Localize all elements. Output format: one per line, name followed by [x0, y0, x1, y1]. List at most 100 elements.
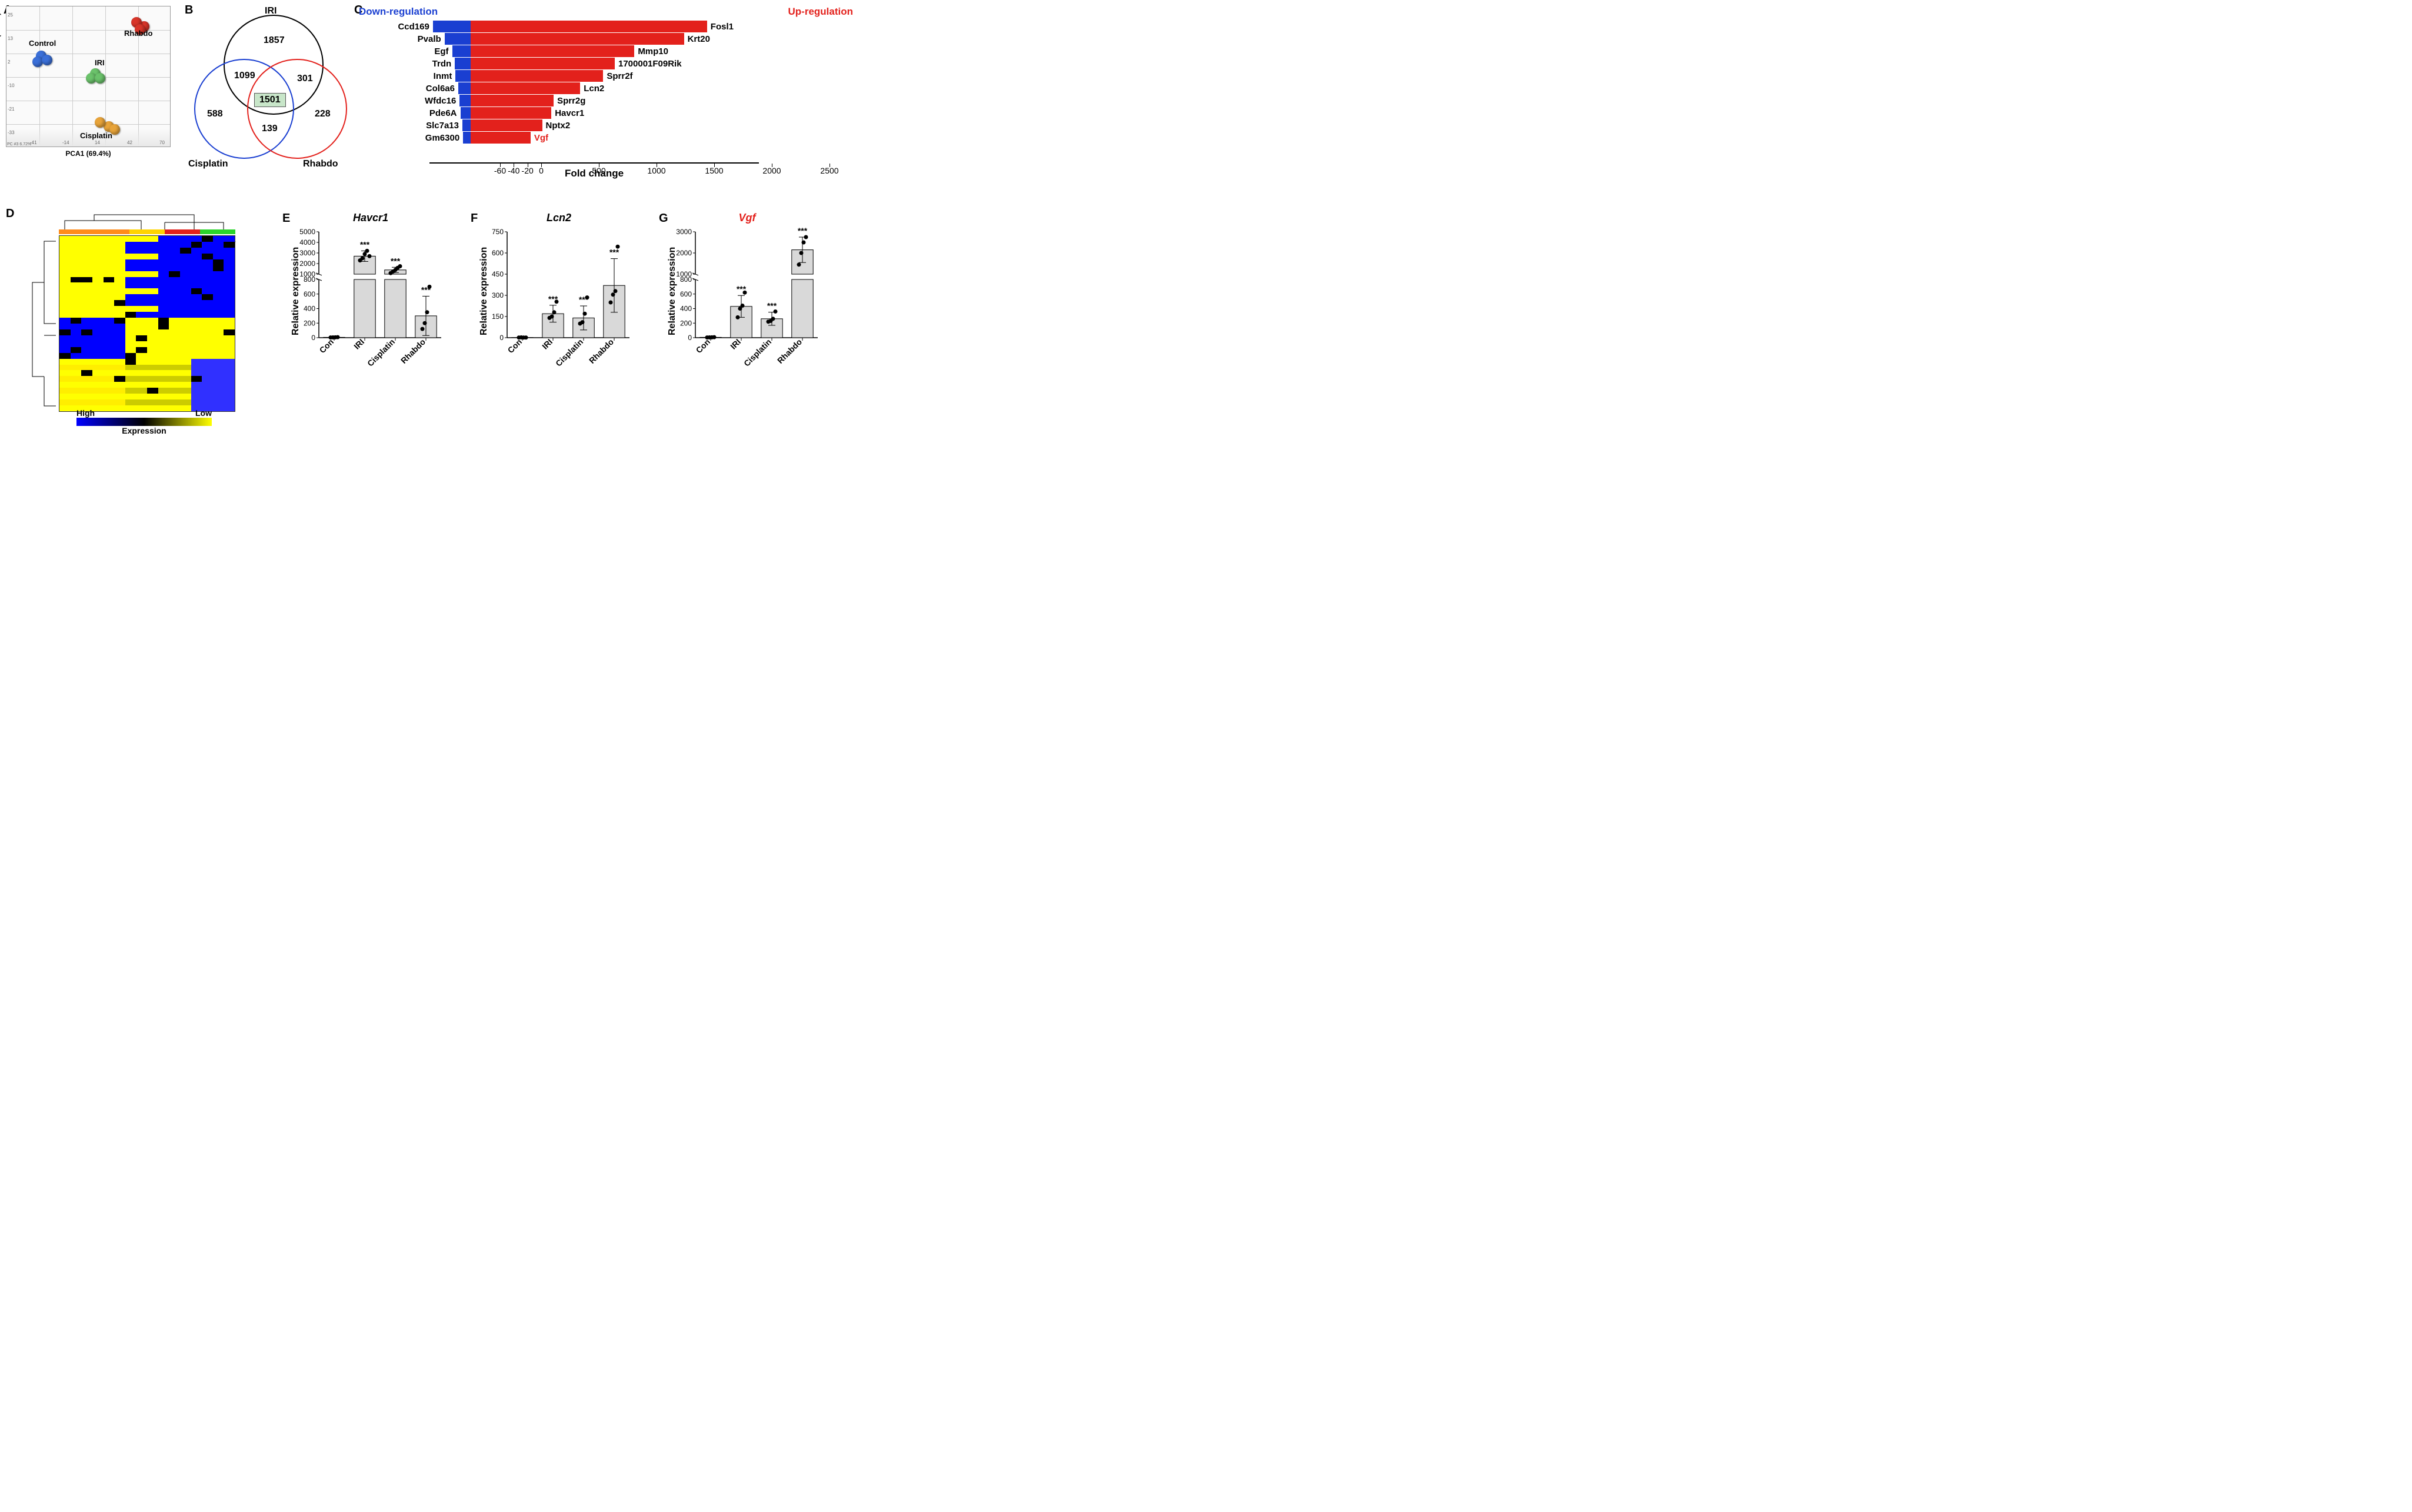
pca-point-cisplatin — [95, 117, 105, 128]
panel-D: D ControlIRICisRhabdoHighLowExpression — [6, 212, 265, 435]
gene-down-label: Pde6A — [429, 108, 457, 118]
bar-chart-title: Havcr1 — [353, 212, 388, 224]
svg-text:3000: 3000 — [299, 249, 315, 257]
svg-text:600: 600 — [492, 249, 504, 257]
svg-text:5000: 5000 — [299, 228, 315, 236]
funnel-bar-pos — [471, 70, 603, 82]
gene-down-label: Gm6300 — [425, 133, 459, 143]
svg-text:200: 200 — [304, 319, 315, 327]
gene-up-label: Vgf — [534, 133, 548, 143]
legend-expression: Expression — [76, 426, 212, 435]
funnel-bar-pos — [471, 82, 580, 94]
svg-text:0: 0 — [688, 334, 692, 342]
funnel-bar-neg — [458, 82, 471, 94]
svg-text:150: 150 — [492, 312, 504, 321]
venn-center-value: 1501 — [254, 93, 286, 107]
bar-chart-title: Vgf — [739, 212, 756, 224]
heatmap-grid — [59, 235, 235, 412]
funnel-tick: 2000 — [762, 166, 781, 175]
gene-up-label: 1700001F09Rik — [618, 59, 682, 69]
bar-chart-title: Lcn2 — [547, 212, 571, 224]
venn-set-label: Rhabdo — [303, 159, 338, 169]
gene-down-label: Inmt — [434, 71, 452, 81]
gene-up-label: Krt20 — [688, 34, 710, 44]
funnel-bar-neg — [463, 132, 471, 144]
venn-set-label: IRI — [265, 6, 276, 16]
funnel-row: Col6a6Lcn2 — [458, 82, 580, 94]
svg-text:Con: Con — [506, 337, 524, 355]
pca-group-label: IRI — [95, 58, 105, 67]
panel-B: B IRICisplatinRhabdo18575882281099301139… — [188, 6, 341, 159]
funnel-bar-pos — [471, 95, 554, 106]
funnel-x-label: Fold change — [565, 168, 624, 179]
svg-text:400: 400 — [680, 305, 692, 313]
funnel-bar-pos — [471, 21, 707, 32]
svg-text:2000: 2000 — [299, 259, 315, 268]
funnel-tick: -40 — [508, 166, 519, 175]
heatmap-group-bar — [129, 229, 165, 234]
legend-high: High — [76, 408, 95, 418]
svg-text:1000: 1000 — [676, 270, 692, 278]
panel-C: C Down-regulationUp-regulationCcd169Fosl… — [359, 6, 853, 176]
venn-diagram: IRICisplatinRhabdo1857588228109930113915… — [188, 6, 341, 159]
svg-text:300: 300 — [492, 291, 504, 299]
svg-text:***: *** — [421, 285, 431, 294]
svg-text:IRI: IRI — [728, 337, 742, 351]
gene-up-label: Nptx2 — [546, 121, 571, 131]
svg-text:Cisplatin: Cisplatin — [365, 337, 397, 368]
funnel-bar-neg — [459, 95, 471, 106]
funnel-bar-neg — [452, 45, 471, 57]
svg-text:0: 0 — [499, 334, 504, 342]
funnel-bar-neg — [462, 119, 471, 131]
funnel-row: Trdn1700001F09Rik — [455, 58, 615, 69]
gene-up-label: Mmp10 — [638, 46, 668, 56]
panel-label-E: E — [282, 212, 290, 225]
pca-group-label: Rhabdo — [124, 29, 152, 38]
funnel-bar-pos — [471, 33, 684, 45]
dendrogram-top — [59, 212, 235, 229]
panel-G: GVgfRelative expression02004006008001000… — [659, 212, 835, 412]
svg-text:IRI: IRI — [540, 337, 554, 351]
heatmap-group-bar — [165, 229, 200, 234]
svg-text:1000: 1000 — [299, 270, 315, 278]
heatmap-legend: High Low Expression — [76, 408, 212, 435]
gene-up-label: Havcr1 — [555, 108, 584, 118]
svg-text:***: *** — [391, 256, 401, 265]
panel-label-G: G — [659, 212, 668, 225]
funnel-axis: -60-40-2005001000150020002500 — [429, 162, 759, 164]
pca-corner-axis: PC #3 6.72% — [7, 142, 31, 146]
funnel-bar-neg — [445, 33, 471, 45]
gene-down-label: Slc7a13 — [426, 121, 459, 131]
panel-E: EHavcr1Relative expression02004006008001… — [282, 212, 459, 412]
svg-text:IRI: IRI — [352, 337, 366, 351]
funnel-row: Slc7a13Nptx2 — [462, 119, 542, 131]
funnel-bar-pos — [471, 45, 634, 57]
svg-text:600: 600 — [304, 290, 315, 298]
svg-text:3000: 3000 — [676, 228, 692, 236]
bar-charts-row: EHavcr1Relative expression02004006008001… — [271, 212, 835, 412]
pca-group-label: Control — [29, 39, 56, 48]
pca-point-iri — [95, 73, 105, 84]
funnel-tick: 2500 — [820, 166, 838, 175]
panel-label-F: F — [471, 212, 478, 225]
svg-text:***: *** — [798, 226, 808, 235]
funnel-bar-neg — [455, 70, 471, 82]
panel-F: FLcn2Relative expression0150300450600750… — [471, 212, 647, 412]
gene-down-label: Col6a6 — [426, 84, 455, 94]
svg-text:Cisplatin: Cisplatin — [742, 337, 773, 368]
funnel-bar-neg — [461, 107, 471, 119]
gene-down-label: Egf — [434, 46, 448, 56]
svg-text:Con: Con — [694, 337, 712, 355]
svg-text:Rhabdo: Rhabdo — [399, 337, 427, 365]
gene-up-label: Fosl1 — [711, 22, 734, 32]
heatmap-group-bar — [59, 229, 129, 234]
svg-text:2000: 2000 — [676, 249, 692, 257]
down-reg-title: Down-regulation — [359, 6, 438, 18]
funnel-row: Pde6AHavcr1 — [461, 107, 552, 119]
svg-text:0: 0 — [311, 334, 315, 342]
svg-text:***: *** — [737, 284, 747, 294]
pca-plot: ControlIRIRhabdoCisplatin-33-21-1021325-… — [6, 6, 171, 147]
pca-point-control — [32, 56, 43, 67]
venn-value: 1099 — [234, 71, 255, 81]
legend-low: Low — [195, 408, 212, 418]
